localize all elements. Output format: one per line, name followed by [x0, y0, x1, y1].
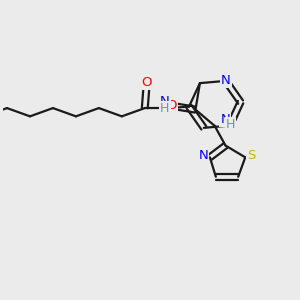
Text: N: N [221, 74, 231, 87]
Text: N: N [199, 149, 208, 162]
Text: N: N [160, 95, 170, 108]
Text: N: N [220, 113, 230, 126]
Text: H: H [160, 102, 170, 115]
Text: O: O [167, 99, 177, 112]
Text: O: O [141, 76, 152, 89]
Text: S: S [248, 149, 256, 162]
Text: H: H [226, 118, 235, 131]
